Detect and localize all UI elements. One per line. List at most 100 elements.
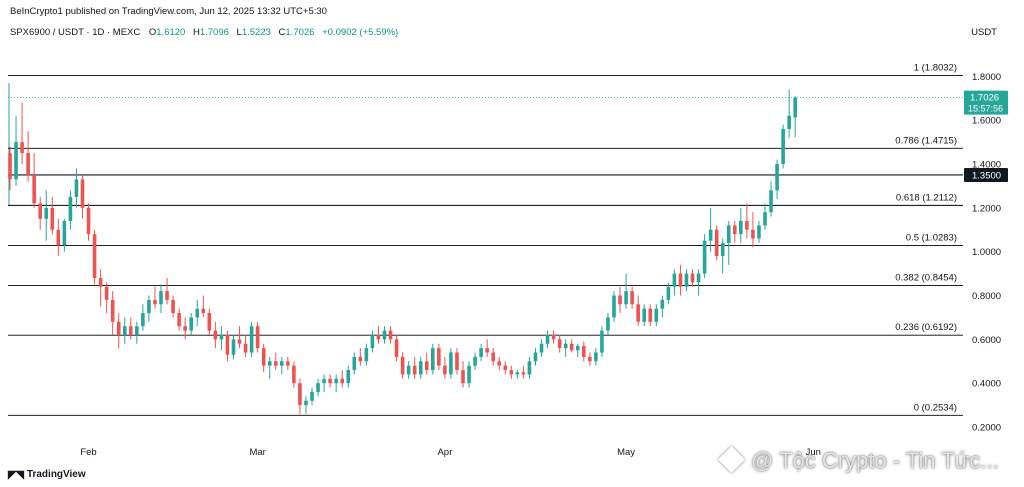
candle-body xyxy=(491,352,495,362)
candle xyxy=(509,365,514,379)
candle xyxy=(793,96,797,138)
candle xyxy=(739,207,743,243)
candle-body xyxy=(261,348,266,366)
candle xyxy=(98,269,103,307)
candle-body xyxy=(412,365,417,375)
candle-body xyxy=(98,277,103,287)
candle xyxy=(781,124,785,169)
y-tick-label: 0.4000 xyxy=(972,379,1001,390)
price-axis[interactable]: 1.8000 1.6000 1.4000 1.2000 1.0000 0.8000 0.60… xyxy=(972,72,1001,434)
candle xyxy=(684,269,689,292)
candle-body xyxy=(225,334,230,355)
fibonacci-levels: 1 (1.8032) 0.786 (1.4715) 0.618 (1.2112) 0.… xyxy=(8,63,963,416)
candle-body xyxy=(557,339,562,349)
y-tick-label: 1.6000 xyxy=(972,116,1001,127)
candle xyxy=(26,131,30,182)
candle xyxy=(153,286,157,309)
candle xyxy=(62,218,67,252)
watermark-text: @ Tộc Crypto - Tin Tức... xyxy=(751,448,999,473)
candle xyxy=(20,102,24,164)
candle xyxy=(255,321,260,353)
candle xyxy=(249,321,254,357)
fib-label: 0.5 (1.0283) xyxy=(906,232,957,243)
candle-body xyxy=(129,326,133,335)
candle xyxy=(672,269,677,296)
candle xyxy=(189,313,193,335)
candle-body xyxy=(286,361,290,366)
candle xyxy=(654,304,659,327)
candle xyxy=(575,343,580,357)
candle-body xyxy=(751,229,755,239)
candle-body xyxy=(515,372,520,375)
candle-body xyxy=(533,352,538,362)
tradingview-logo[interactable]: ◤◥ TradingView xyxy=(8,468,86,481)
candle-body xyxy=(624,291,628,305)
candle xyxy=(50,196,55,235)
candle xyxy=(110,291,115,335)
candle-body xyxy=(165,291,169,300)
change-value: +0.0902 (+5.59%) xyxy=(322,27,399,38)
candle-body xyxy=(32,174,36,204)
candle-body xyxy=(630,291,634,305)
candle-body xyxy=(382,330,387,340)
candle-body xyxy=(44,207,49,219)
candle xyxy=(135,321,139,344)
candle xyxy=(533,348,538,366)
fib-label: 0.236 (0.6192) xyxy=(895,322,957,333)
candle xyxy=(394,334,399,362)
candle-body xyxy=(569,343,574,351)
candle xyxy=(280,356,284,375)
candle-body xyxy=(793,97,797,118)
candle-body xyxy=(539,343,544,353)
candle-body xyxy=(642,308,646,322)
symbol-name[interactable]: SPX6900 / USDT · 1D · MEXC xyxy=(10,27,141,38)
candle-body xyxy=(467,365,471,384)
candle-body xyxy=(207,313,212,331)
candle-body xyxy=(316,383,320,392)
candle-body xyxy=(594,352,598,362)
candle-body xyxy=(110,299,115,322)
candle xyxy=(56,218,61,257)
candle xyxy=(769,181,773,217)
candle-body xyxy=(86,207,91,235)
candle-body xyxy=(582,345,586,357)
candle-body xyxy=(600,330,604,353)
time-axis[interactable]: Feb Mar Apr May Jun xyxy=(80,447,821,458)
candle-body xyxy=(545,334,550,344)
y-tick-label: 0.6000 xyxy=(972,335,1001,346)
candle xyxy=(787,89,791,138)
tradingview-brand: TradingView xyxy=(26,469,86,480)
candle xyxy=(286,356,290,371)
candle xyxy=(304,396,308,414)
candle xyxy=(497,356,502,371)
candle xyxy=(726,220,731,265)
candle-body xyxy=(352,356,357,371)
candle-body xyxy=(739,220,743,235)
candle-body xyxy=(714,229,719,257)
candle xyxy=(491,348,495,366)
candle xyxy=(328,374,332,388)
candle xyxy=(92,229,97,285)
low-label: L xyxy=(236,27,242,38)
candle xyxy=(678,264,683,296)
candle xyxy=(261,343,266,373)
candle xyxy=(624,273,628,309)
candle-body xyxy=(104,286,109,300)
candle-body xyxy=(702,240,707,274)
candle-body xyxy=(479,348,483,357)
y-tick-label: 1.4000 xyxy=(972,159,1001,170)
candle xyxy=(382,326,387,344)
candle-body xyxy=(551,334,556,340)
candle xyxy=(334,374,338,392)
candle-body xyxy=(153,299,157,305)
candle xyxy=(177,308,181,331)
candle-body xyxy=(726,225,731,243)
candle-body xyxy=(720,242,725,257)
candle xyxy=(461,361,465,388)
candle xyxy=(708,207,713,252)
candle xyxy=(231,334,236,360)
candle-body xyxy=(733,225,737,235)
low-value: 1.5223 xyxy=(241,27,271,38)
